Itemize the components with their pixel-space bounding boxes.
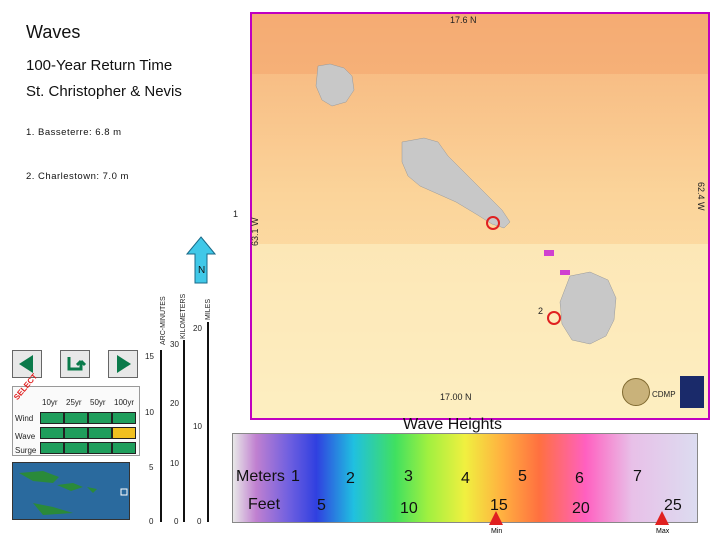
island-nevis [559, 271, 617, 345]
next-button[interactable] [108, 350, 138, 378]
cdmp-logo-text: CDMP [652, 390, 676, 399]
location-1-value: 1. Basseterre: 6.8 m [26, 127, 122, 138]
max-label: Max [656, 528, 670, 535]
meters-tick: 1 [291, 468, 300, 485]
scale-arc-tick: 0 [149, 517, 154, 526]
scale-arc-tick: 5 [149, 463, 154, 472]
page-subtitle: 100-Year Return Time [26, 57, 173, 74]
narrows-mark [544, 250, 554, 256]
grid-cell-wave-50yr[interactable] [88, 427, 112, 439]
scale-mi-bar [207, 322, 209, 522]
min-label: Min [491, 528, 503, 535]
return-arrow-icon [67, 357, 87, 371]
feet-label: Feet [248, 496, 281, 513]
seal-logo [622, 378, 650, 406]
scale-arc-minutes-label: ARC-MINUTES [160, 296, 167, 345]
grid-cell-wind-25yr[interactable] [64, 412, 88, 424]
map-coord-left: 63.1 W [250, 217, 260, 246]
meters-tick: 4 [461, 470, 470, 487]
min-marker-icon [489, 511, 503, 525]
grid-cell-wave-25yr[interactable] [64, 427, 88, 439]
scale-km-tick: 30 [170, 340, 179, 349]
feet-tick: 5 [317, 497, 326, 514]
period-label: 25yr [66, 398, 82, 407]
scale-mi-tick: 0 [197, 517, 202, 526]
period-label: 100yr [114, 398, 135, 407]
scale-km-bar [183, 340, 185, 522]
meters-tick: 7 [633, 468, 642, 485]
scale-mi-tick: 10 [193, 422, 202, 431]
map-coord-top: 17.6 N [450, 15, 477, 25]
marker-charlestown[interactable] [547, 311, 561, 325]
max-marker-icon [655, 511, 669, 525]
back-button[interactable] [60, 350, 90, 378]
feet-tick: 15 [490, 497, 508, 514]
sea-band [252, 14, 708, 74]
narrows-mark [560, 270, 570, 275]
map-coord-bottom: 17.00 N [440, 392, 472, 402]
scale-km-tick: 20 [170, 399, 179, 408]
inset-map[interactable] [12, 462, 130, 520]
page-title: Waves [26, 22, 81, 42]
map-canvas [252, 14, 708, 418]
marker-basseterre[interactable] [486, 216, 500, 230]
island-st-kitts [401, 137, 511, 229]
scale-kilometers-label: KILOMETERS [180, 293, 187, 339]
grid-cell-surge-50yr[interactable] [88, 442, 112, 454]
meters-label: Meters [236, 468, 285, 485]
grid-cell-surge-25yr[interactable] [64, 442, 88, 454]
scale-arc-bar [160, 350, 162, 522]
row-label: Wave [15, 432, 36, 441]
partner-logo [680, 376, 704, 408]
arrow-left-icon [19, 355, 33, 373]
grid-cell-wind-50yr[interactable] [88, 412, 112, 424]
scale-arc-tick: 15 [145, 352, 154, 361]
meters-tick: 3 [404, 468, 413, 485]
row-label: Wind [15, 414, 34, 423]
row-label: Surge [15, 446, 37, 455]
previous-button[interactable] [12, 350, 42, 378]
arrow-right-icon [117, 355, 131, 373]
grid-cell-wind-100yr[interactable] [112, 412, 136, 424]
meters-tick: 6 [575, 470, 584, 487]
scale-arc-tick: 10 [145, 408, 154, 417]
period-label: 50yr [90, 398, 106, 407]
wave-map[interactable] [250, 12, 710, 420]
marker-1-label: 1 [233, 209, 239, 219]
region-name: St. Christopher & Nevis [26, 83, 182, 100]
scale-km-tick: 10 [170, 459, 179, 468]
location-2-value: 2. Charlestown: 7.0 m [26, 171, 129, 182]
north-arrow-icon [186, 236, 216, 284]
scale-miles-label: MILES [205, 298, 212, 320]
grid-cell-wind-10yr[interactable] [40, 412, 64, 424]
meters-tick: 5 [518, 468, 527, 485]
scale-mi-tick: 20 [193, 324, 202, 333]
north-label: N [198, 265, 206, 276]
island-st-eustatius [315, 63, 355, 107]
scale-km-tick: 0 [174, 517, 179, 526]
feet-tick: 10 [400, 500, 418, 517]
wave-height-colorbar [232, 433, 698, 523]
meters-tick: 2 [346, 470, 355, 487]
legend-title: Wave Heights [403, 416, 502, 433]
period-label: 10yr [42, 398, 58, 407]
grid-cell-wave-100yr[interactable] [112, 427, 136, 439]
inset-map-canvas [19, 471, 128, 515]
map-coord-right: 62.4 W [696, 182, 706, 211]
grid-cell-surge-10yr[interactable] [40, 442, 64, 454]
marker-2-label: 2 [538, 306, 544, 316]
feet-tick: 25 [664, 497, 682, 514]
feet-tick: 20 [572, 500, 590, 517]
grid-cell-wave-10yr[interactable] [40, 427, 64, 439]
grid-cell-surge-100yr[interactable] [112, 442, 136, 454]
